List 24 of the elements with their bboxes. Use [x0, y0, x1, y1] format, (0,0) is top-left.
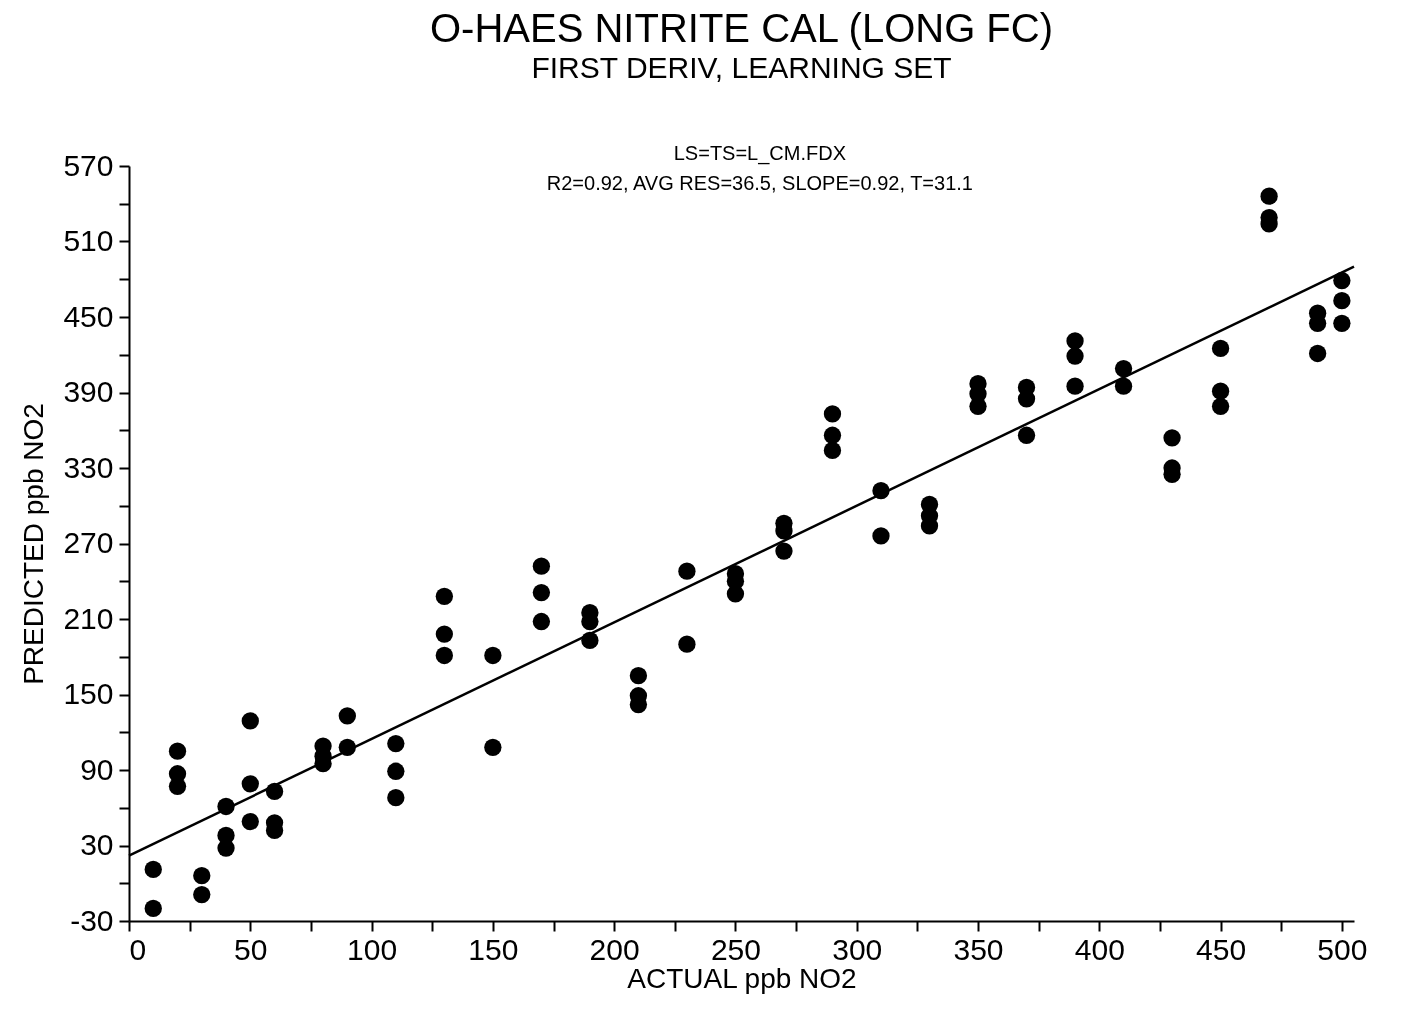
y-tick-label: 30 — [80, 828, 114, 861]
y-tick-label: 570 — [63, 148, 114, 182]
x-tick-label: 400 — [1074, 932, 1125, 966]
x-tick-label: 150 — [468, 932, 519, 966]
x-tick-label: 0 — [129, 932, 147, 966]
x-tick-label: 100 — [347, 932, 398, 966]
y-tick-label: 450 — [63, 299, 114, 333]
y-tick-label: -30 — [70, 903, 114, 937]
y-tick-label: 90 — [80, 752, 114, 786]
x-tick-label: 350 — [953, 932, 1004, 966]
y-axis-title: PREDICTED ppb NO2 — [18, 403, 50, 685]
chart-subtitle: FIRST DERIV, LEARNING SET — [531, 51, 952, 84]
y-tick-label: 330 — [63, 450, 114, 484]
annotation: R2=0.92, AVG RES=36.5, SLOPE=0.92, T=31.1 — [546, 172, 973, 194]
y-tick-label: 390 — [63, 375, 114, 408]
y-tick-label: 510 — [63, 224, 114, 257]
x-tick-label: 500 — [1317, 932, 1368, 966]
y-tick-label: 270 — [63, 526, 114, 559]
x-tick-label: 450 — [1196, 932, 1247, 966]
chart-title: O-HAES NITRITE CAL (LONG FC) — [429, 6, 1054, 50]
x-tick-label: 50 — [234, 932, 268, 966]
y-tick-label: 150 — [63, 677, 114, 710]
y-tick-label: 210 — [63, 601, 114, 635]
text: LS=TS=L_CM.FDX — [673, 142, 847, 165]
